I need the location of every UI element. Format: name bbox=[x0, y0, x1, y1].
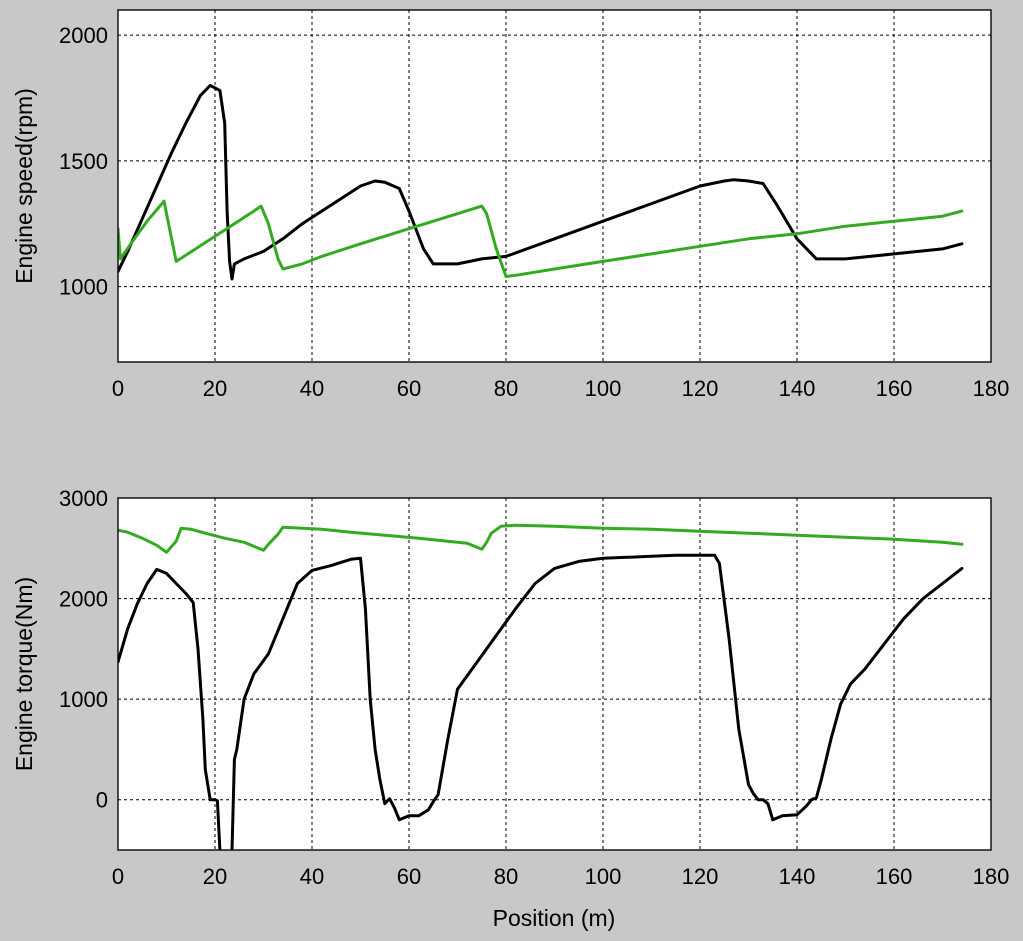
torque-x-tick-label: 60 bbox=[397, 864, 421, 889]
speed-chart: 0 20 40 60 80 100 120 140 160 180 1000 1500 2000 En… bbox=[11, 9, 1009, 401]
torque-series-layer bbox=[118, 523, 964, 850]
speed-series-line-2 bbox=[118, 199, 964, 278]
torque-y-tick-label: 2000 bbox=[59, 587, 108, 612]
speed-x-tick-label: 140 bbox=[779, 376, 816, 401]
speed-plot-border bbox=[117, 9, 992, 363]
torque-x-tick-label: 100 bbox=[585, 864, 622, 889]
speed-x-tick-label: 160 bbox=[876, 376, 913, 401]
speed-y-tick-label: 2000 bbox=[59, 23, 108, 48]
speed-x-tick-label: 20 bbox=[203, 376, 227, 401]
torque-y-tick-label: 3000 bbox=[59, 486, 108, 511]
speed-x-tick-label: 120 bbox=[682, 376, 719, 401]
torque-x-tick-label: 80 bbox=[494, 864, 518, 889]
torque-chart: 0 20 40 60 80 100 120 140 160 180 0 1000 2000 3000 E… bbox=[11, 486, 1009, 931]
torque-plot-area bbox=[117, 497, 992, 851]
torque-plot-border bbox=[117, 497, 992, 851]
speed-series-line-1 bbox=[118, 83, 964, 281]
torque-x-tick-label: 40 bbox=[300, 864, 324, 889]
torque-x-tick-label: 120 bbox=[682, 864, 719, 889]
torque-y-tick-label: 1000 bbox=[59, 687, 108, 712]
torque-series-line-2 bbox=[118, 523, 964, 554]
speed-series-layer bbox=[118, 83, 964, 281]
speed-x-tick-label: 60 bbox=[397, 376, 421, 401]
speed-x-tick-label: 40 bbox=[300, 376, 324, 401]
torque-x-tick-label: 20 bbox=[203, 864, 227, 889]
speed-y-tick-label: 1500 bbox=[59, 149, 108, 174]
torque-series-line-1 bbox=[118, 553, 964, 850]
torque-y-axis-label: Engine torque(Nm) bbox=[11, 577, 37, 771]
torque-x-tick-label: 0 bbox=[112, 864, 124, 889]
speed-y-axis-label: Engine speed(rpm) bbox=[11, 88, 37, 284]
speed-x-tick-label: 80 bbox=[494, 376, 518, 401]
speed-grid bbox=[118, 10, 991, 362]
speed-x-tick-label: 180 bbox=[973, 376, 1010, 401]
torque-x-tick-label: 160 bbox=[876, 864, 913, 889]
speed-y-tick-label: 1000 bbox=[59, 275, 108, 300]
speed-plot-area bbox=[117, 9, 992, 363]
speed-y-tick-labels: 1000 1500 2000 bbox=[59, 23, 108, 299]
torque-x-tick-label: 140 bbox=[779, 864, 816, 889]
speed-x-tick-labels: 0 20 40 60 80 100 120 140 160 180 bbox=[112, 376, 1009, 401]
torque-y-tick-labels: 0 1000 2000 3000 bbox=[59, 486, 108, 813]
torque-y-tick-label: 0 bbox=[96, 788, 108, 813]
torque-x-tick-labels: 0 20 40 60 80 100 120 140 160 180 bbox=[112, 864, 1009, 889]
torque-x-tick-label: 180 bbox=[973, 864, 1010, 889]
torque-x-axis-label: Position (m) bbox=[493, 905, 616, 931]
speed-x-tick-label: 0 bbox=[112, 376, 124, 401]
speed-x-tick-label: 100 bbox=[585, 376, 622, 401]
